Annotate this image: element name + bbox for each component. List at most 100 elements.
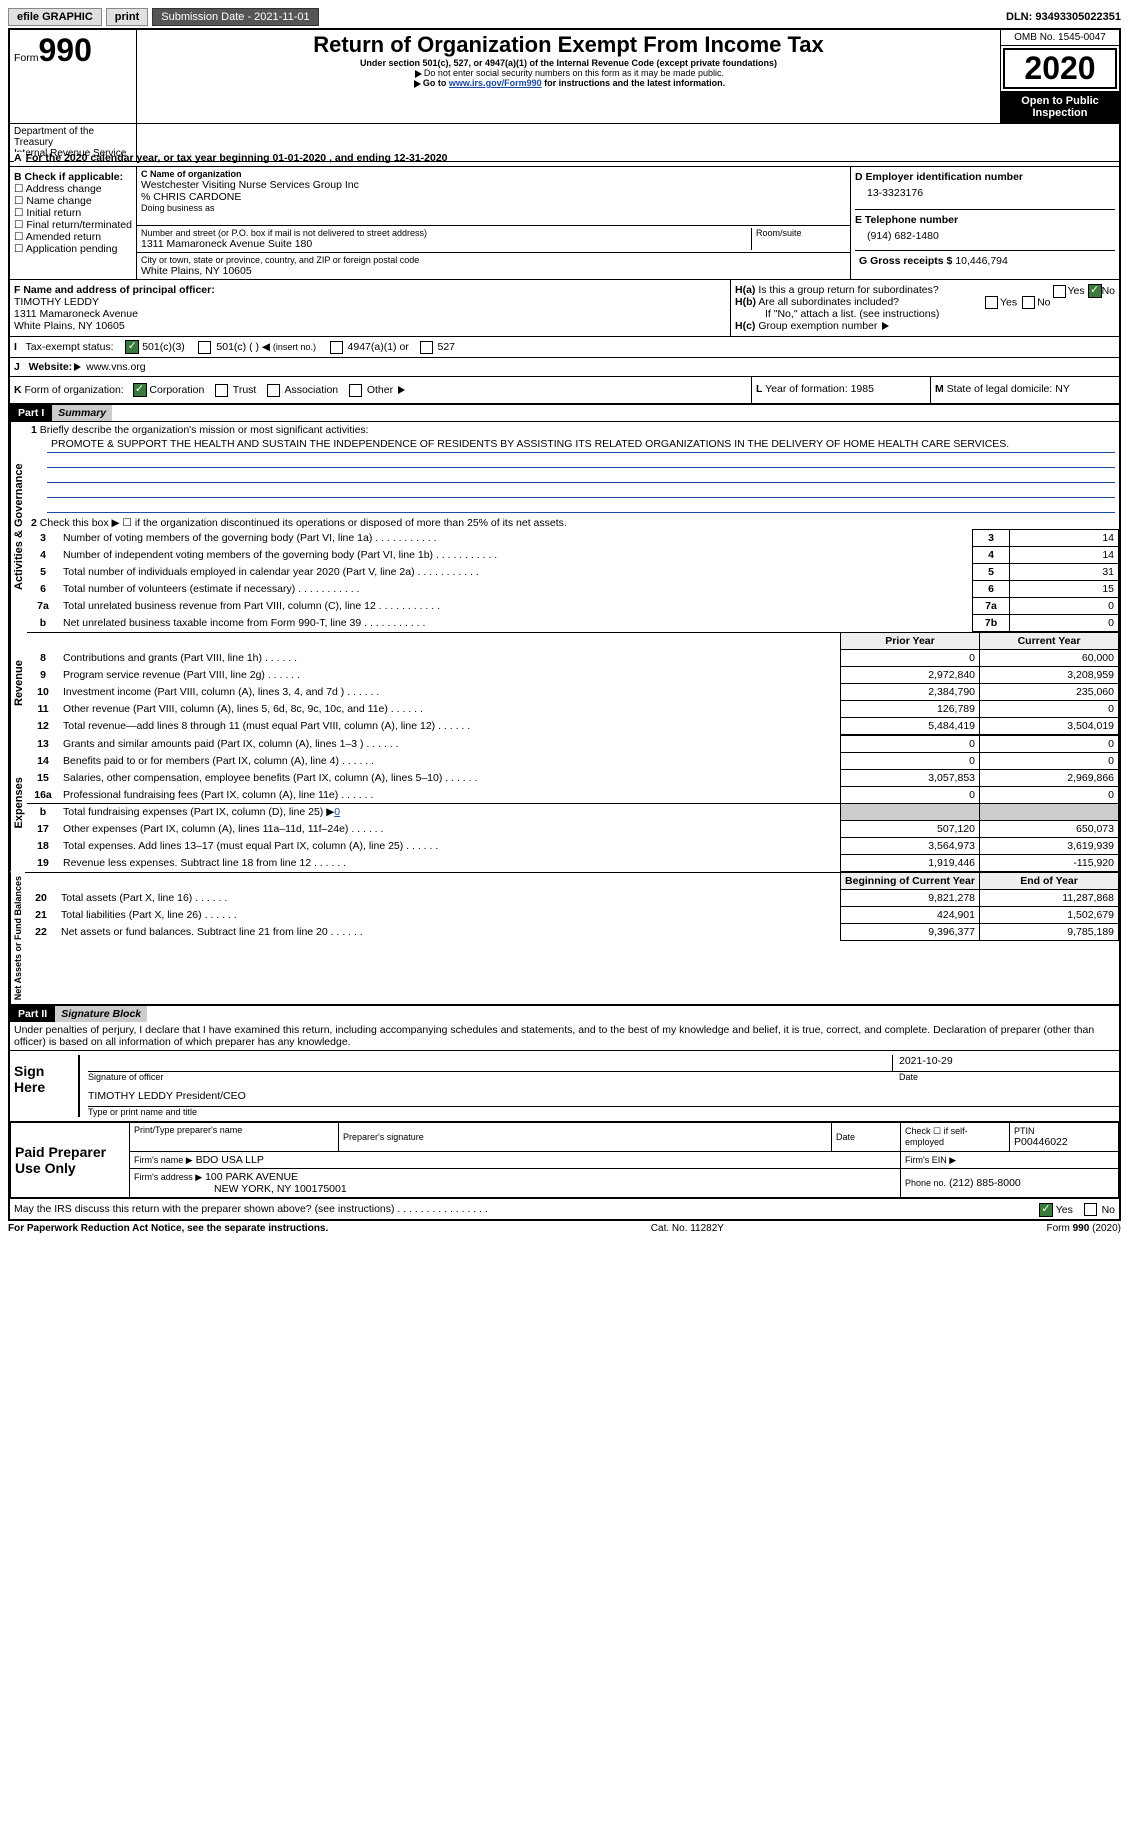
end-year-header: End of Year xyxy=(980,872,1119,889)
dln-label: DLN: 93493305022351 xyxy=(1006,11,1121,23)
form-number: 990 xyxy=(39,32,92,68)
org-city: White Plains, NY 10605 xyxy=(141,265,846,277)
part2-title: Signature Block xyxy=(55,1006,147,1022)
line2-text: Check this box ▶ ☐ if the organization d… xyxy=(40,517,567,529)
discuss-no[interactable] xyxy=(1084,1203,1097,1216)
hb-no[interactable] xyxy=(1022,296,1035,309)
check-other[interactable] xyxy=(349,384,362,397)
check-amended-return[interactable]: ☐ Amended return xyxy=(14,231,132,243)
check-trust[interactable] xyxy=(215,384,228,397)
catalog-number: Cat. No. 11282Y xyxy=(651,1223,724,1234)
declaration-text: Under penalties of perjury, I declare th… xyxy=(10,1022,1119,1051)
officer-name: TIMOTHY LEDDY xyxy=(14,296,726,308)
box-c-label: C Name of organization xyxy=(141,169,846,179)
firm-city: NEW YORK, NY 100175001 xyxy=(134,1183,347,1195)
check-initial-return[interactable]: ☐ Initial return xyxy=(14,207,132,219)
revenue-table: Prior YearCurrent Year 8Contributions an… xyxy=(27,632,1119,735)
org-address: 1311 Mamaroneck Avenue Suite 180 xyxy=(141,238,751,250)
paid-preparer-label: Paid Preparer Use Only xyxy=(11,1122,130,1197)
firm-ein-label: Firm's EIN ▶ xyxy=(905,1155,956,1165)
triangle-icon xyxy=(74,363,81,371)
org-care-of: % CHRIS CARDONE xyxy=(141,191,846,203)
discuss-yes[interactable]: ✓ xyxy=(1039,1203,1053,1217)
form-title: Return of Organization Exempt From Incom… xyxy=(145,32,992,58)
firm-phone: (212) 885-8000 xyxy=(949,1177,1021,1189)
hb-label: H(b) xyxy=(735,296,756,308)
form-footer: Form 990 (2020) xyxy=(1047,1223,1122,1234)
dept-treasury: Department of the Treasury xyxy=(14,126,132,148)
check-501c3[interactable]: ✓ xyxy=(125,340,139,354)
ha-yes[interactable] xyxy=(1053,285,1066,298)
name-title-label: Type or print name and title xyxy=(88,1107,1119,1117)
vlabel-activities: Activities & Governance xyxy=(10,422,27,632)
box-b-label: B Check if applicable: xyxy=(14,171,132,183)
triangle-icon xyxy=(414,80,421,88)
fundraising-link[interactable]: 0 xyxy=(334,806,340,818)
hb-note: If "No," attach a list. (see instruction… xyxy=(735,308,1115,320)
hb-text: Are all subordinates included? xyxy=(758,296,899,308)
k-text: Form of organization: xyxy=(25,384,124,396)
line2-num: 2 xyxy=(31,517,37,529)
ein-value: 13-3323176 xyxy=(855,183,1115,209)
current-year-header: Current Year xyxy=(980,633,1119,650)
signature-date: 2021-10-29 xyxy=(892,1055,1119,1071)
mission-text: PROMOTE & SUPPORT THE HEALTH AND SUSTAIN… xyxy=(47,438,1115,453)
sig-date-label: Date xyxy=(899,1072,1119,1082)
firm-address: 100 PARK AVENUE xyxy=(205,1171,298,1183)
discuss-question: May the IRS discuss this return with the… xyxy=(14,1203,488,1215)
check-corporation[interactable]: ✓ xyxy=(133,383,147,397)
hc-label: H(c) xyxy=(735,320,755,332)
print-button[interactable]: print xyxy=(106,8,148,26)
box-f-label: F Name and address of principal officer: xyxy=(14,284,726,296)
period-line: For the 2020 calendar year, or tax year … xyxy=(26,152,448,164)
officer-name-title: TIMOTHY LEDDY President/CEO xyxy=(88,1090,1119,1107)
part2-header: Part II xyxy=(10,1006,55,1022)
j-label: J xyxy=(14,361,20,373)
l-label: L xyxy=(756,383,762,395)
note-goto-post: for instructions and the latest informat… xyxy=(542,78,726,88)
self-employed-check[interactable]: Check ☐ if self-employed xyxy=(905,1126,1005,1147)
triangle-icon xyxy=(415,70,422,78)
ha-label: H(a) xyxy=(735,284,755,296)
m-label: M xyxy=(935,383,944,395)
check-527[interactable] xyxy=(420,341,433,354)
check-4947[interactable] xyxy=(330,341,343,354)
room-label: Room/suite xyxy=(756,228,846,238)
org-name: Westchester Visiting Nurse Services Grou… xyxy=(141,179,846,191)
check-final-return[interactable]: ☐ Final return/terminated xyxy=(14,219,132,231)
check-application-pending[interactable]: ☐ Application pending xyxy=(14,243,132,255)
sign-here-label: Sign Here xyxy=(10,1055,78,1117)
check-association[interactable] xyxy=(267,384,280,397)
submission-date: Submission Date - 2021-11-01 xyxy=(152,8,318,26)
beginning-year-header: Beginning of Current Year xyxy=(841,872,980,889)
expenses-table: 13Grants and similar amounts paid (Part … xyxy=(27,735,1119,872)
check-501c[interactable] xyxy=(198,341,211,354)
year-formation: Year of formation: 1985 xyxy=(765,383,874,395)
check-name-change[interactable]: ☐ Name change xyxy=(14,195,132,207)
check-address-change[interactable]: ☐ Address change xyxy=(14,183,132,195)
website-value: www.vns.org xyxy=(86,361,146,373)
prior-year-header: Prior Year xyxy=(841,633,980,650)
form-word: Form xyxy=(14,52,39,64)
form-container: Form990 Return of Organization Exempt Fr… xyxy=(8,28,1121,1221)
city-label: City or town, state or province, country… xyxy=(141,255,846,265)
pra-notice: For Paperwork Reduction Act Notice, see … xyxy=(8,1223,328,1234)
hb-yes[interactable] xyxy=(985,296,998,309)
officer-addr2: White Plains, NY 10605 xyxy=(14,320,726,332)
dba-label: Doing business as xyxy=(141,203,846,213)
netassets-table: Beginning of Current YearEnd of Year 20T… xyxy=(25,872,1119,941)
sig-officer-label: Signature of officer xyxy=(88,1072,899,1082)
ha-text: Is this a group return for subordinates? xyxy=(758,284,938,296)
open-public-label: Open to Public Inspection xyxy=(1001,91,1119,123)
vlabel-revenue: Revenue xyxy=(10,632,27,735)
irs-link[interactable]: www.irs.gov/Form990 xyxy=(449,78,542,88)
ptin-value: P00446022 xyxy=(1014,1136,1114,1148)
governance-table: 3Number of voting members of the governi… xyxy=(27,529,1119,632)
box-e-label: E Telephone number xyxy=(855,214,1115,226)
i-label: I xyxy=(14,341,17,353)
k-label: K xyxy=(14,384,22,396)
i-text: Tax-exempt status: xyxy=(25,341,113,353)
ha-no[interactable]: ✓ xyxy=(1088,284,1102,298)
box-d-label: D Employer identification number xyxy=(855,171,1115,183)
addr-label: Number and street (or P.O. box if mail i… xyxy=(141,228,751,238)
